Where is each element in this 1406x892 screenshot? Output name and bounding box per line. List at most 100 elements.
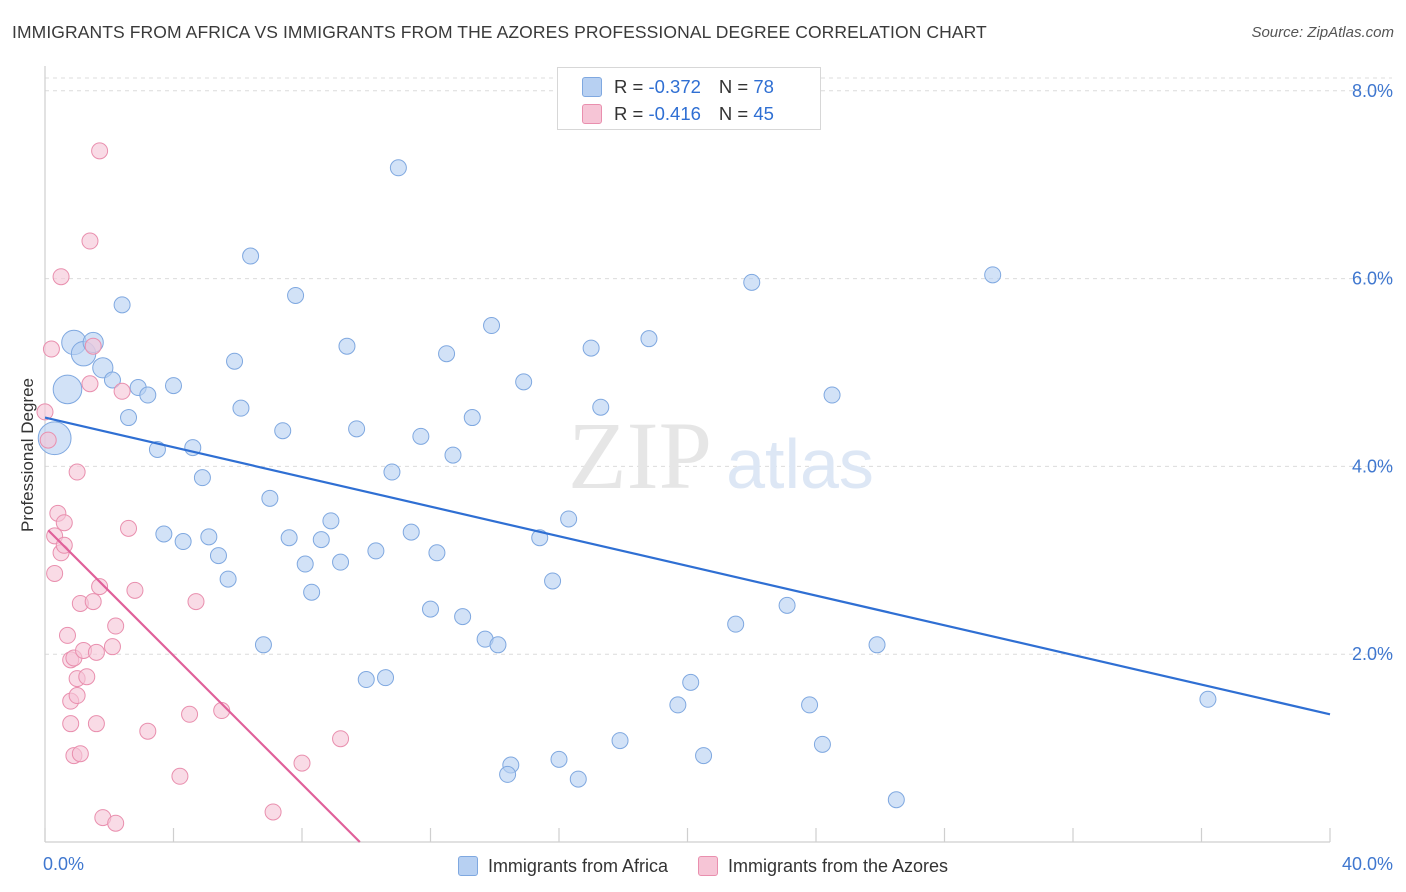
stats-n-value-africa: 78 — [753, 76, 774, 97]
point-africa — [489, 636, 507, 654]
point-africa — [377, 669, 395, 687]
point-africa — [209, 547, 227, 565]
point-africa — [569, 770, 587, 788]
tick-labels: 2.0% 4.0% 6.0% 8.0% 0.0% 40.0% — [43, 81, 1393, 874]
point-africa — [640, 330, 658, 348]
series-azores — [36, 105, 610, 832]
stats-row-africa: R = -0.372 N = 78 — [582, 74, 774, 100]
point-africa — [823, 386, 841, 404]
point-azores — [78, 668, 96, 686]
point-africa — [669, 696, 687, 714]
point-azores — [91, 578, 109, 596]
point-africa — [193, 469, 211, 487]
stats-r-label-azores: R = — [614, 103, 644, 124]
point-africa — [560, 510, 578, 528]
point-africa — [813, 735, 831, 753]
point-azores — [68, 687, 86, 705]
point-azores — [187, 593, 205, 611]
point-africa — [174, 533, 192, 551]
point-africa — [402, 523, 420, 541]
point-africa — [52, 374, 83, 405]
point-africa — [984, 266, 1002, 284]
stats-r-value-azores: -0.416 — [648, 103, 701, 124]
point-africa — [438, 345, 456, 363]
point-azores — [332, 730, 350, 748]
point-africa — [515, 373, 533, 391]
legend-swatch-africa — [457, 856, 478, 876]
point-africa — [428, 544, 446, 562]
point-azores — [87, 643, 105, 661]
point-africa — [261, 489, 279, 507]
point-africa — [280, 529, 298, 547]
point-azores — [87, 715, 105, 733]
stats-n-value-azores: 45 — [753, 103, 774, 124]
point-azores — [91, 142, 109, 160]
point-africa — [338, 337, 356, 355]
legend-item-africa[interactable]: Immigrants from Africa — [457, 855, 668, 877]
point-africa — [312, 531, 330, 549]
point-azores — [71, 745, 89, 763]
point-africa — [367, 542, 385, 560]
point-africa — [887, 791, 905, 809]
point-azores — [39, 431, 57, 449]
point-africa — [226, 352, 244, 370]
point-africa — [444, 446, 462, 464]
point-africa — [303, 583, 321, 601]
point-africa — [219, 570, 237, 588]
point-azores — [120, 519, 138, 537]
point-africa — [232, 399, 250, 417]
point-africa — [868, 636, 886, 654]
watermark: ZIP atlas — [568, 402, 874, 509]
point-azores — [107, 814, 125, 832]
point-africa — [483, 317, 501, 335]
point-africa — [92, 357, 114, 379]
point-africa — [200, 528, 218, 546]
legend-label-africa: Immigrants from Africa — [487, 855, 668, 876]
point-africa — [743, 273, 761, 291]
point-africa — [454, 608, 472, 626]
chart-title: IMMIGRANTS FROM AFRICA VS IMMIGRANTS FRO… — [12, 22, 987, 42]
point-africa — [1199, 690, 1217, 708]
point-azores — [171, 767, 189, 785]
point-azores — [55, 514, 73, 532]
watermark-zip: ZIP — [568, 402, 712, 509]
point-africa — [322, 512, 340, 530]
point-azores — [84, 593, 102, 611]
point-africa — [113, 296, 131, 314]
point-africa — [544, 572, 562, 590]
point-africa — [383, 463, 401, 481]
point-africa — [582, 339, 600, 357]
point-africa — [254, 636, 272, 654]
point-africa — [103, 371, 121, 389]
point-azores — [126, 581, 144, 599]
point-azores — [52, 268, 70, 286]
point-azores — [81, 232, 99, 250]
stats-n-label-africa: N = — [718, 76, 749, 97]
point-africa — [287, 286, 305, 304]
point-africa — [778, 596, 796, 614]
point-azores — [36, 403, 54, 421]
point-africa — [412, 427, 430, 445]
point-africa — [155, 525, 173, 543]
point-azores — [113, 382, 131, 400]
axes — [44, 66, 1331, 843]
legend-swatch-azores — [697, 856, 718, 876]
point-azores — [46, 564, 64, 582]
point-africa — [682, 673, 700, 691]
point-azores — [264, 803, 282, 821]
stats-n-label-azores: N = — [718, 103, 749, 124]
point-africa — [611, 732, 629, 750]
point-africa — [274, 422, 292, 440]
point-azores — [42, 340, 60, 358]
y-tick-label: 4.0% — [1352, 456, 1393, 476]
legend-item-azores[interactable]: Immigrants from the Azores — [697, 856, 948, 877]
stats-r-label-africa: R = — [614, 76, 644, 97]
point-azores — [139, 722, 157, 740]
point-africa — [348, 420, 366, 438]
trend-line-azores — [47, 529, 361, 843]
point-africa — [592, 398, 610, 416]
point-africa — [357, 671, 375, 689]
point-africa — [242, 247, 260, 265]
y-tick-label: 8.0% — [1352, 81, 1393, 101]
watermark-atlas: atlas — [726, 425, 874, 503]
